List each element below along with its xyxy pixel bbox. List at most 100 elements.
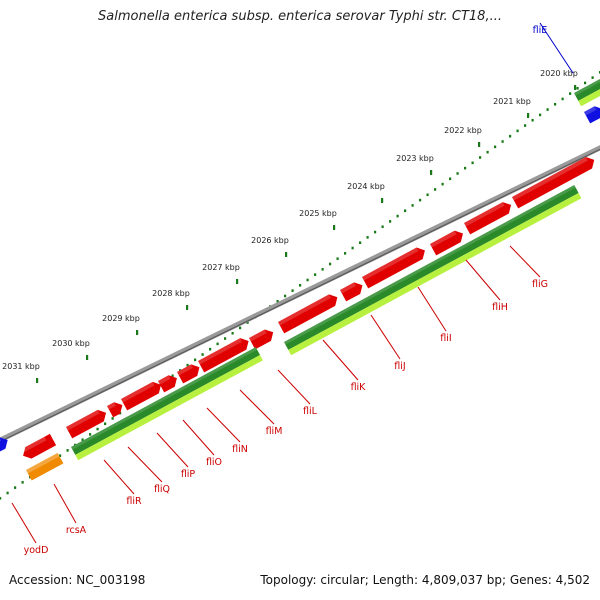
track-dot — [0, 497, 2, 500]
kbp-tick-mark — [86, 355, 89, 360]
gc-band — [574, 73, 600, 107]
kbp-tick-label: 2021 kbp — [493, 97, 531, 106]
track-dot — [186, 363, 189, 367]
track-dot — [569, 92, 572, 95]
track-dot — [494, 145, 497, 149]
backbone-line — [0, 145, 600, 443]
gene-leader-line — [127, 446, 163, 483]
gc-track — [71, 73, 600, 461]
track-dot — [561, 97, 564, 101]
track-dot — [89, 433, 92, 436]
track-dot — [216, 342, 219, 346]
track-dot — [531, 118, 534, 122]
kbp-tick-mark — [478, 142, 481, 147]
gc-band — [284, 185, 582, 356]
kbp-tick-label: 2022 kbp — [444, 126, 482, 135]
track-dot — [411, 204, 414, 207]
track-dot — [81, 438, 84, 442]
gene-label: fliG — [532, 279, 548, 290]
kbp-tick-mark — [381, 198, 384, 203]
track-dot — [351, 246, 354, 250]
gene-label: fliI — [440, 333, 451, 344]
track-dot — [336, 257, 339, 260]
gene-leader-line — [277, 369, 311, 405]
track-dot — [501, 140, 504, 143]
track-dot — [239, 326, 242, 330]
cds-arrow — [512, 157, 595, 209]
cds-arrow — [20, 433, 57, 459]
track-dot — [471, 161, 474, 165]
track-dot — [374, 230, 377, 234]
kbp-tick-label: 2023 kbp — [396, 154, 434, 163]
kbp-tick-mark — [430, 170, 433, 175]
track-dot — [591, 76, 594, 79]
cds-arrow — [158, 375, 177, 393]
gene-label: fliP — [181, 469, 196, 480]
track-dot — [396, 214, 399, 218]
kbp-tick-label: 2026 kbp — [251, 236, 289, 245]
gene-leader-line — [239, 389, 275, 425]
track-dot — [329, 262, 332, 266]
kbp-tick-label: 2027 kbp — [202, 263, 240, 272]
track-dot — [554, 102, 557, 106]
track-dot — [389, 220, 392, 223]
track-dot — [426, 193, 429, 197]
cds-arrow — [430, 230, 463, 256]
gene-leader-line — [322, 339, 359, 381]
track-dot — [276, 299, 279, 303]
kbp-ticks: 2020 kbp 2021 kbp 2022 kbp 2023 kbp 2024 kbp… — [2, 69, 578, 383]
gene-track — [0, 106, 600, 481]
gene-label: fliQ — [154, 484, 170, 495]
kbp-tick-label: 2024 kbp — [347, 182, 385, 191]
kbp-tick-mark — [333, 225, 336, 230]
track-dot — [434, 188, 437, 191]
gene-leader-line — [370, 314, 401, 360]
track-dot — [479, 156, 482, 159]
track-dot — [104, 422, 107, 426]
kbp-tick-mark — [186, 305, 189, 310]
gene-labels: fliE fliG fliH fliI fliJ fliK fliL fliM fliN fliO… — [11, 22, 574, 556]
gene-label: fliR — [126, 496, 142, 507]
track-dot — [96, 427, 99, 431]
gene-label: fliM — [266, 426, 283, 437]
gene-leader-line — [465, 259, 501, 301]
kbp-tick-label: 2028 kbp — [152, 289, 190, 298]
kbp-tick-label: 2020 kbp — [540, 69, 578, 78]
gene-leader-line — [539, 22, 574, 74]
track-dot — [59, 454, 62, 457]
track-dot — [576, 86, 579, 90]
gene-label: fliK — [351, 382, 367, 393]
kbp-tick-mark — [574, 85, 577, 90]
track-dot — [306, 278, 309, 282]
topology-text: Topology: circular; Length: 4,809,037 bp… — [260, 573, 590, 587]
track-dot — [231, 331, 234, 335]
track-dot — [209, 347, 212, 351]
gene-leader-line — [417, 286, 447, 332]
track-dot — [111, 417, 114, 420]
track-dot — [456, 172, 459, 175]
track-dot — [359, 241, 362, 244]
kbp-tick-label: 2030 kbp — [52, 339, 90, 348]
track-dot — [524, 124, 527, 127]
cds-arrow — [464, 202, 512, 235]
track-dot — [291, 289, 294, 292]
track-dot — [21, 481, 24, 484]
kbp-tick-mark — [36, 378, 39, 383]
kbp-tick-label: 2029 kbp — [102, 314, 140, 323]
track-dot — [321, 268, 324, 271]
cds-arrow — [121, 381, 162, 411]
gene-leader-line — [53, 483, 77, 524]
cds-arrow — [198, 338, 249, 373]
cds-arrow — [177, 364, 200, 384]
kbp-tick-mark — [285, 252, 288, 257]
map-title: Salmonella enterica subsp. enterica sero… — [98, 9, 502, 24]
track-dot — [539, 113, 542, 117]
track-dot — [404, 209, 407, 213]
track-dot — [464, 166, 467, 170]
track-dot — [224, 337, 227, 340]
gene-leader-line — [11, 502, 37, 544]
cds-arrow-blue — [584, 106, 600, 124]
track-dot — [516, 129, 519, 133]
track-dot — [6, 491, 9, 495]
